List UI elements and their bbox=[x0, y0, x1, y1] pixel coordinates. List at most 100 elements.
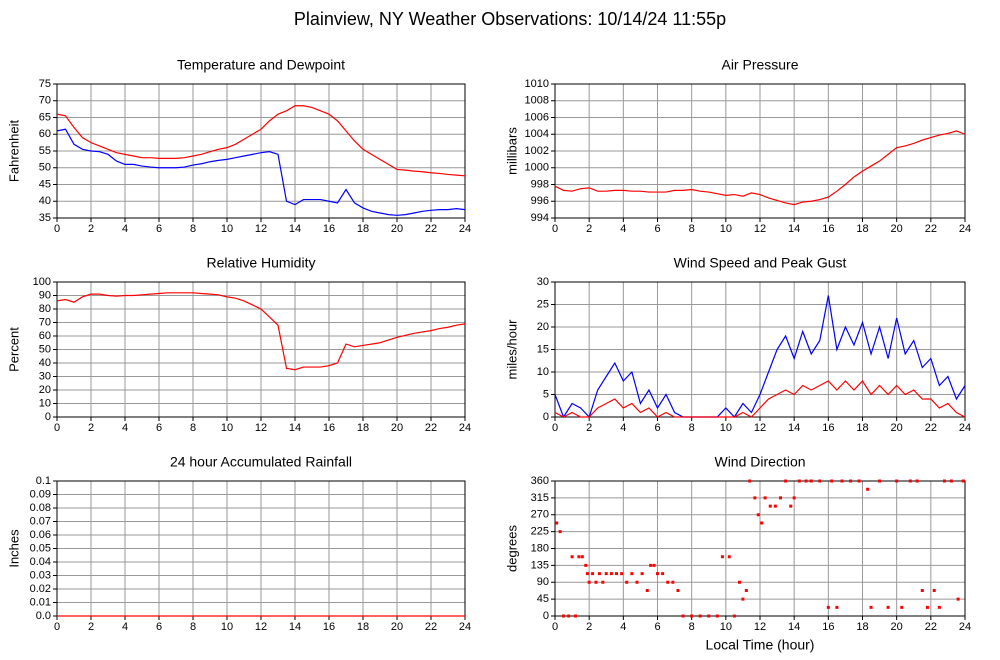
data-point bbox=[609, 572, 613, 576]
x-tick-label: 10 bbox=[720, 223, 732, 235]
data-point bbox=[818, 479, 822, 483]
data-point bbox=[773, 504, 777, 508]
x-tick-label: 2 bbox=[586, 422, 592, 434]
data-point bbox=[558, 530, 562, 534]
y-tick-label: 0.01 bbox=[30, 596, 51, 608]
x-tick-label: 2 bbox=[586, 621, 592, 633]
y-tick-label: 15 bbox=[537, 343, 549, 355]
x-tick-label: 18 bbox=[357, 223, 369, 235]
y-tick-label: 90 bbox=[39, 289, 51, 301]
x-tick-label: 2 bbox=[88, 223, 94, 235]
x-tick-label: 8 bbox=[190, 223, 196, 235]
panel-title: Wind Speed and Peak Gust bbox=[674, 255, 847, 271]
data-point bbox=[732, 614, 736, 618]
data-point bbox=[604, 572, 608, 576]
x-tick-label: 12 bbox=[754, 422, 766, 434]
x-tick-label: 2 bbox=[586, 223, 592, 235]
x-tick-label: 10 bbox=[720, 621, 732, 633]
y-tick-label: 0.03 bbox=[30, 569, 51, 581]
x-tick-label: 14 bbox=[289, 621, 301, 633]
data-line bbox=[554, 295, 966, 419]
data-point bbox=[707, 614, 711, 618]
y-tick-label: 1002 bbox=[525, 145, 549, 157]
page-title: Plainview, NY Weather Observations: 10/1… bbox=[294, 9, 726, 29]
y-axis-label: Percent bbox=[6, 327, 21, 372]
y-tick-label: 10 bbox=[39, 397, 51, 409]
y-tick-label: 270 bbox=[531, 509, 549, 521]
data-point bbox=[961, 479, 965, 483]
y-tick-label: 5 bbox=[543, 388, 549, 400]
x-tick-label: 12 bbox=[754, 621, 766, 633]
data-point bbox=[666, 580, 670, 584]
y-tick-label: 0.0 bbox=[36, 610, 51, 622]
x-tick-label: 16 bbox=[822, 422, 834, 434]
plot-border bbox=[554, 83, 966, 219]
x-tick-label: 10 bbox=[221, 621, 233, 633]
y-tick-label: 70 bbox=[39, 316, 51, 328]
y-tick-label: 1010 bbox=[525, 78, 549, 90]
data-point bbox=[748, 479, 752, 483]
x-tick-label: 2 bbox=[88, 621, 94, 633]
x-axis-label: Local Time (hour) bbox=[706, 637, 815, 653]
data-point bbox=[720, 555, 724, 559]
panel: Temperature and DewpointFahrenheit354045… bbox=[6, 57, 471, 235]
data-point bbox=[570, 555, 574, 559]
data-point bbox=[932, 589, 936, 592]
x-tick-label: 22 bbox=[425, 422, 437, 434]
y-tick-label: 45 bbox=[537, 593, 549, 605]
x-tick-label: 18 bbox=[856, 223, 868, 235]
data-point bbox=[763, 496, 767, 500]
x-tick-label: 4 bbox=[122, 621, 128, 633]
data-point bbox=[615, 572, 618, 576]
y-tick-label: 100 bbox=[33, 276, 51, 288]
data-point bbox=[587, 580, 591, 584]
y-tick-label: 70 bbox=[39, 95, 51, 107]
plot-border bbox=[56, 281, 466, 418]
data-line bbox=[56, 292, 466, 371]
data-point bbox=[949, 479, 953, 483]
y-tick-label: 40 bbox=[39, 357, 51, 369]
y-tick-label: 25 bbox=[537, 298, 549, 310]
x-tick-label: 14 bbox=[788, 422, 800, 434]
y-tick-label: 50 bbox=[39, 162, 51, 174]
x-tick-label: 14 bbox=[788, 223, 800, 235]
data-point bbox=[789, 504, 793, 508]
x-tick-label: 24 bbox=[459, 621, 471, 633]
x-tick-label: 0 bbox=[552, 422, 558, 434]
y-tick-label: 60 bbox=[39, 330, 51, 342]
y-axis-label: miles/hour bbox=[504, 319, 519, 380]
y-tick-label: 1006 bbox=[525, 111, 549, 123]
data-point bbox=[601, 580, 605, 584]
y-tick-label: 0.04 bbox=[30, 556, 51, 568]
plot-border bbox=[554, 281, 966, 418]
x-tick-label: 10 bbox=[221, 223, 233, 235]
x-tick-label: 16 bbox=[822, 223, 834, 235]
data-point bbox=[760, 521, 764, 525]
y-tick-label: 60 bbox=[39, 128, 51, 140]
y-tick-label: 80 bbox=[39, 303, 51, 315]
data-point bbox=[652, 563, 656, 567]
y-tick-label: 0.08 bbox=[30, 502, 51, 514]
data-point bbox=[908, 479, 912, 483]
data-point bbox=[671, 580, 675, 584]
x-tick-label: 8 bbox=[190, 422, 196, 434]
x-tick-label: 18 bbox=[357, 621, 369, 633]
y-tick-label: 0.09 bbox=[30, 488, 51, 500]
data-point bbox=[645, 589, 649, 592]
data-point bbox=[630, 572, 634, 576]
y-tick-label: 65 bbox=[39, 111, 51, 123]
data-point bbox=[744, 589, 748, 592]
x-tick-label: 2 bbox=[88, 422, 94, 434]
data-point bbox=[584, 563, 588, 567]
panel-title: Wind Direction bbox=[714, 454, 805, 470]
plot-border bbox=[554, 480, 966, 617]
data-point bbox=[849, 479, 853, 483]
y-tick-label: 1000 bbox=[525, 162, 549, 174]
data-point bbox=[809, 479, 813, 483]
data-point bbox=[779, 496, 782, 500]
data-point bbox=[753, 496, 757, 500]
x-tick-label: 24 bbox=[459, 422, 471, 434]
x-tick-label: 0 bbox=[552, 621, 558, 633]
x-tick-label: 6 bbox=[654, 621, 660, 633]
panel: 24 hour Accumulated Rainfall Inches 0.0 0.0… bbox=[6, 454, 471, 633]
